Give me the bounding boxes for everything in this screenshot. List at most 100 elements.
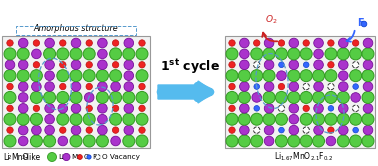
Circle shape — [45, 60, 54, 70]
FancyArrowPatch shape — [347, 31, 355, 42]
Circle shape — [83, 48, 95, 60]
Circle shape — [352, 40, 359, 46]
Circle shape — [96, 91, 108, 103]
Text: Li: Li — [3, 153, 9, 162]
Circle shape — [279, 127, 284, 133]
Circle shape — [314, 38, 323, 48]
Circle shape — [136, 135, 148, 147]
Circle shape — [43, 135, 56, 147]
Circle shape — [60, 83, 66, 90]
Circle shape — [240, 104, 249, 113]
Circle shape — [328, 40, 334, 46]
Circle shape — [276, 135, 287, 147]
Circle shape — [112, 127, 119, 133]
Circle shape — [289, 60, 299, 70]
Circle shape — [251, 48, 263, 60]
Text: 3: 3 — [22, 155, 25, 160]
Circle shape — [254, 84, 260, 89]
Circle shape — [95, 155, 100, 159]
Circle shape — [325, 70, 337, 82]
Circle shape — [300, 113, 312, 125]
Circle shape — [30, 91, 42, 103]
Circle shape — [328, 83, 334, 90]
Circle shape — [123, 113, 135, 125]
Circle shape — [110, 70, 122, 82]
Circle shape — [352, 105, 359, 112]
Circle shape — [43, 48, 56, 60]
FancyBboxPatch shape — [2, 36, 150, 148]
Circle shape — [124, 104, 133, 113]
Circle shape — [58, 104, 68, 113]
Circle shape — [362, 70, 374, 82]
Circle shape — [362, 135, 374, 147]
Circle shape — [300, 70, 312, 82]
Circle shape — [278, 40, 285, 46]
Circle shape — [226, 48, 238, 60]
Circle shape — [57, 113, 69, 125]
Circle shape — [112, 105, 119, 112]
Circle shape — [139, 83, 145, 90]
Circle shape — [303, 127, 309, 133]
Circle shape — [63, 153, 70, 161]
Circle shape — [124, 60, 133, 70]
Text: Li: Li — [58, 154, 64, 160]
Circle shape — [313, 70, 325, 82]
Circle shape — [325, 48, 337, 60]
Circle shape — [338, 125, 348, 135]
Circle shape — [289, 38, 299, 48]
Circle shape — [70, 91, 82, 103]
Circle shape — [264, 38, 274, 48]
Circle shape — [45, 125, 54, 135]
Circle shape — [326, 136, 336, 146]
Circle shape — [350, 48, 362, 60]
Circle shape — [4, 135, 16, 147]
Circle shape — [60, 40, 66, 46]
Circle shape — [338, 60, 348, 70]
Circle shape — [96, 135, 108, 147]
Circle shape — [45, 104, 54, 113]
Circle shape — [19, 60, 28, 70]
Circle shape — [58, 136, 68, 146]
Circle shape — [98, 49, 107, 59]
Circle shape — [314, 82, 323, 91]
Circle shape — [289, 82, 299, 91]
Circle shape — [229, 105, 235, 112]
Circle shape — [325, 113, 337, 125]
Circle shape — [123, 91, 135, 103]
Circle shape — [71, 104, 81, 113]
Text: $O_2$: $O_2$ — [265, 13, 277, 26]
Circle shape — [83, 113, 95, 125]
Circle shape — [98, 82, 107, 91]
Circle shape — [314, 49, 323, 59]
Circle shape — [288, 70, 300, 82]
Circle shape — [263, 70, 275, 82]
Circle shape — [362, 48, 374, 60]
Circle shape — [136, 48, 148, 60]
Circle shape — [124, 125, 133, 135]
Circle shape — [17, 113, 29, 125]
Circle shape — [338, 38, 348, 48]
Text: F: F — [93, 154, 97, 160]
Circle shape — [48, 153, 56, 162]
Text: F: F — [357, 18, 363, 28]
Circle shape — [240, 49, 249, 59]
Circle shape — [86, 127, 92, 133]
Circle shape — [33, 62, 40, 68]
Circle shape — [263, 48, 275, 60]
Circle shape — [288, 48, 300, 60]
Circle shape — [288, 91, 300, 103]
Circle shape — [45, 38, 54, 48]
Circle shape — [239, 135, 250, 147]
Circle shape — [303, 40, 309, 46]
Circle shape — [98, 60, 107, 70]
Circle shape — [7, 105, 13, 112]
Circle shape — [264, 136, 274, 146]
Circle shape — [289, 125, 299, 135]
Circle shape — [98, 104, 107, 113]
Circle shape — [254, 40, 260, 46]
Text: Li$_{1.67}$MnO$_{2.1}$F$_{0.2}$: Li$_{1.67}$MnO$_{2.1}$F$_{0.2}$ — [274, 151, 333, 163]
Circle shape — [112, 40, 119, 46]
Circle shape — [98, 125, 107, 135]
Circle shape — [17, 48, 29, 60]
Circle shape — [263, 91, 275, 103]
